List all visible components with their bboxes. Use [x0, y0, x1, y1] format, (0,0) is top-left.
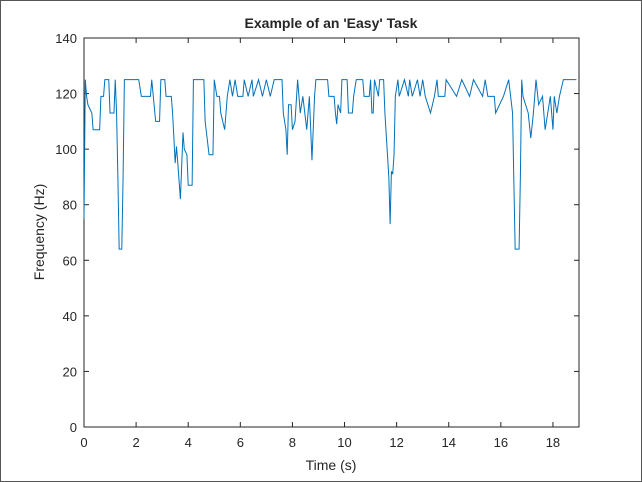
plot-area	[83, 37, 580, 428]
x-tick-label: 4	[185, 435, 192, 450]
x-tick-label: 2	[132, 435, 139, 450]
y-tick-label: 80	[63, 198, 77, 213]
data-line	[83, 77, 577, 250]
x-axis-label: Time (s)	[306, 457, 357, 473]
x-tick-label: 6	[237, 435, 244, 450]
y-tick-label: 60	[63, 253, 77, 268]
y-tick-label: 140	[55, 31, 77, 46]
x-tick-label: 12	[389, 435, 403, 450]
y-tick-label: 0	[70, 420, 77, 435]
x-tick-label: 18	[546, 435, 560, 450]
x-tick-label: 16	[494, 435, 508, 450]
y-tick-label: 40	[63, 309, 77, 324]
y-tick-label: 20	[63, 364, 77, 379]
y-tick-label: 100	[55, 142, 77, 157]
x-tick-label: 8	[289, 435, 296, 450]
y-axis-label: Frequency (Hz)	[31, 184, 47, 280]
y-tick-label: 120	[55, 87, 77, 102]
chart-title: Example of an 'Easy' Task	[245, 15, 418, 31]
x-tick-label: 14	[442, 435, 456, 450]
x-tick-label: 0	[80, 435, 87, 450]
x-tick-label: 10	[337, 435, 351, 450]
